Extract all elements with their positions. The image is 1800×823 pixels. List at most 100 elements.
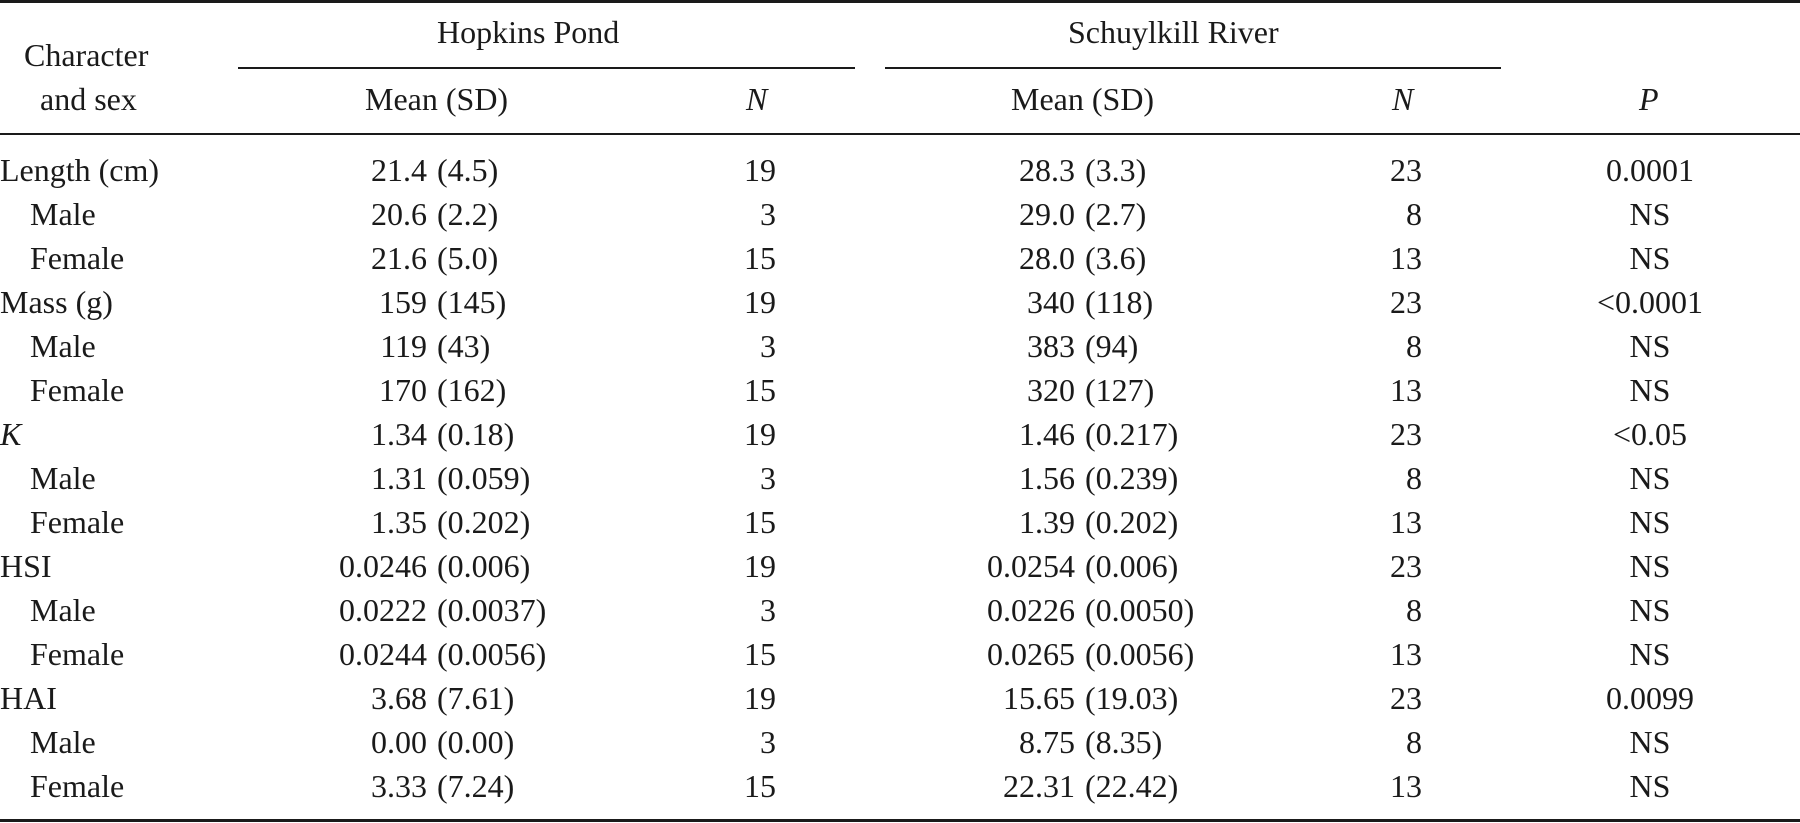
hp-mean-value: 21.4 [371,152,427,188]
sr-mean-value: 28.0 [1019,240,1075,276]
sr-sd-value: (2.7) [1085,196,1147,232]
hp-n-value: 19 [744,284,776,320]
row-label: Male [30,460,96,496]
hp-sd-value: (7.24) [437,768,515,804]
hp-mean-value: 0.00 [371,724,427,760]
hp-n-value: 19 [744,680,776,716]
sr-mean-value: 1.56 [1019,460,1075,496]
hp-sd-value: (5.0) [437,240,499,276]
hp-n-value: 19 [744,548,776,584]
sr-sd-value: (0.202) [1085,504,1179,540]
sr-mean-value: 383 [1027,328,1075,364]
hp-n-value: 15 [744,372,776,408]
sr-mean-value: 340 [1027,284,1075,320]
sr-mean-value: 15.65 [1003,680,1075,716]
p-value: NS [1629,328,1671,364]
sr-n-value: 23 [1390,152,1422,188]
header-p: P [1639,81,1659,117]
sr-sd-value: (94) [1085,328,1139,364]
hp-mean-value: 1.35 [371,504,427,540]
sr-sd-value: (118) [1085,284,1154,320]
row-label: Female [30,636,125,672]
hp-mean-value: 3.68 [371,680,427,716]
hp-mean-value: 0.0222 [339,592,427,628]
sr-mean-value: 320 [1027,372,1075,408]
row-label: K [0,416,22,452]
hp-mean-value: 170 [379,372,427,408]
sr-sd-value: (22.42) [1085,768,1179,804]
p-value: NS [1629,724,1671,760]
sr-n-value: 8 [1406,328,1422,364]
table-bottom-rule [0,819,1800,822]
header-hp-mean-sd: Mean (SD) [365,81,509,117]
sr-sd-value: (0.006) [1085,548,1179,584]
sr-mean-value: 0.0226 [987,592,1075,628]
hp-sd-value: (7.61) [437,680,515,716]
hp-sd-value: (145) [437,284,507,320]
sr-sd-value: (0.239) [1085,460,1179,496]
hp-n-value: 3 [760,196,776,232]
header-character-line2: and sex [40,81,137,117]
sr-n-value: 23 [1390,416,1422,452]
row-label: Female [30,240,125,276]
hp-mean-value: 119 [380,328,427,364]
hp-n-value: 19 [744,416,776,452]
hp-n-value: 15 [744,636,776,672]
hp-sd-value: (0.006) [437,548,531,584]
header-sr-n: N [1392,81,1414,117]
sr-mean-value: 22.31 [1003,768,1075,804]
sr-sd-value: (19.03) [1085,680,1179,716]
sr-n-value: 8 [1406,592,1422,628]
p-value: NS [1629,460,1671,496]
hp-sd-value: (0.00) [437,724,515,760]
sr-n-value: 23 [1390,284,1422,320]
sr-mean-value: 28.3 [1019,152,1075,188]
sr-mean-value: 8.75 [1019,724,1075,760]
sr-n-value: 13 [1390,372,1422,408]
sr-mean-value: 1.39 [1019,504,1075,540]
row-label: Female [30,768,125,804]
hp-sd-value: (0.0056) [437,636,547,672]
sr-n-value: 8 [1406,724,1422,760]
p-value: <0.05 [1612,416,1688,452]
row-label: Male [30,196,96,232]
hp-mean-value: 21.6 [371,240,427,276]
row-label: Male [30,724,96,760]
hp-n-value: 19 [744,152,776,188]
table-top-rule [0,0,1800,3]
hp-sd-value: (4.5) [437,152,499,188]
hp-mean-value: 159 [379,284,427,320]
hp-mean-value: 0.0246 [339,548,427,584]
hp-mean-value: 1.31 [371,460,427,496]
row-label: Male [30,592,96,628]
sr-sd-value: (3.3) [1085,152,1147,188]
row-label: Female [30,372,125,408]
row-label: HSI [0,548,52,584]
sr-mean-value: 0.0265 [987,636,1075,672]
hp-mean-value: 1.34 [371,416,427,452]
p-value: NS [1629,548,1671,584]
sr-n-value: 8 [1406,460,1422,496]
hp-n-value: 15 [744,240,776,276]
sr-n-value: 23 [1390,680,1422,716]
row-label: HAI [0,680,57,716]
header-group-hopkins-pond: Hopkins Pond [437,14,620,50]
hp-n-value: 3 [760,460,776,496]
sr-n-value: 23 [1390,548,1422,584]
header-span-rule-schuylkill [885,67,1501,69]
sr-n-value: 13 [1390,504,1422,540]
hp-sd-value: (0.059) [437,460,531,496]
hp-n-value: 15 [744,768,776,804]
sr-sd-value: (0.217) [1085,416,1179,452]
hp-sd-value: (162) [437,372,507,408]
sr-mean-value: 1.46 [1019,416,1075,452]
p-value: 0.0001 [1606,152,1694,188]
header-group-schuylkill-river: Schuylkill River [1068,14,1279,50]
sr-n-value: 8 [1406,196,1422,232]
p-value: NS [1629,240,1671,276]
sr-n-value: 13 [1390,240,1422,276]
sr-n-value: 13 [1390,636,1422,672]
header-character-line1: Character [24,37,149,73]
p-value: NS [1629,636,1671,672]
